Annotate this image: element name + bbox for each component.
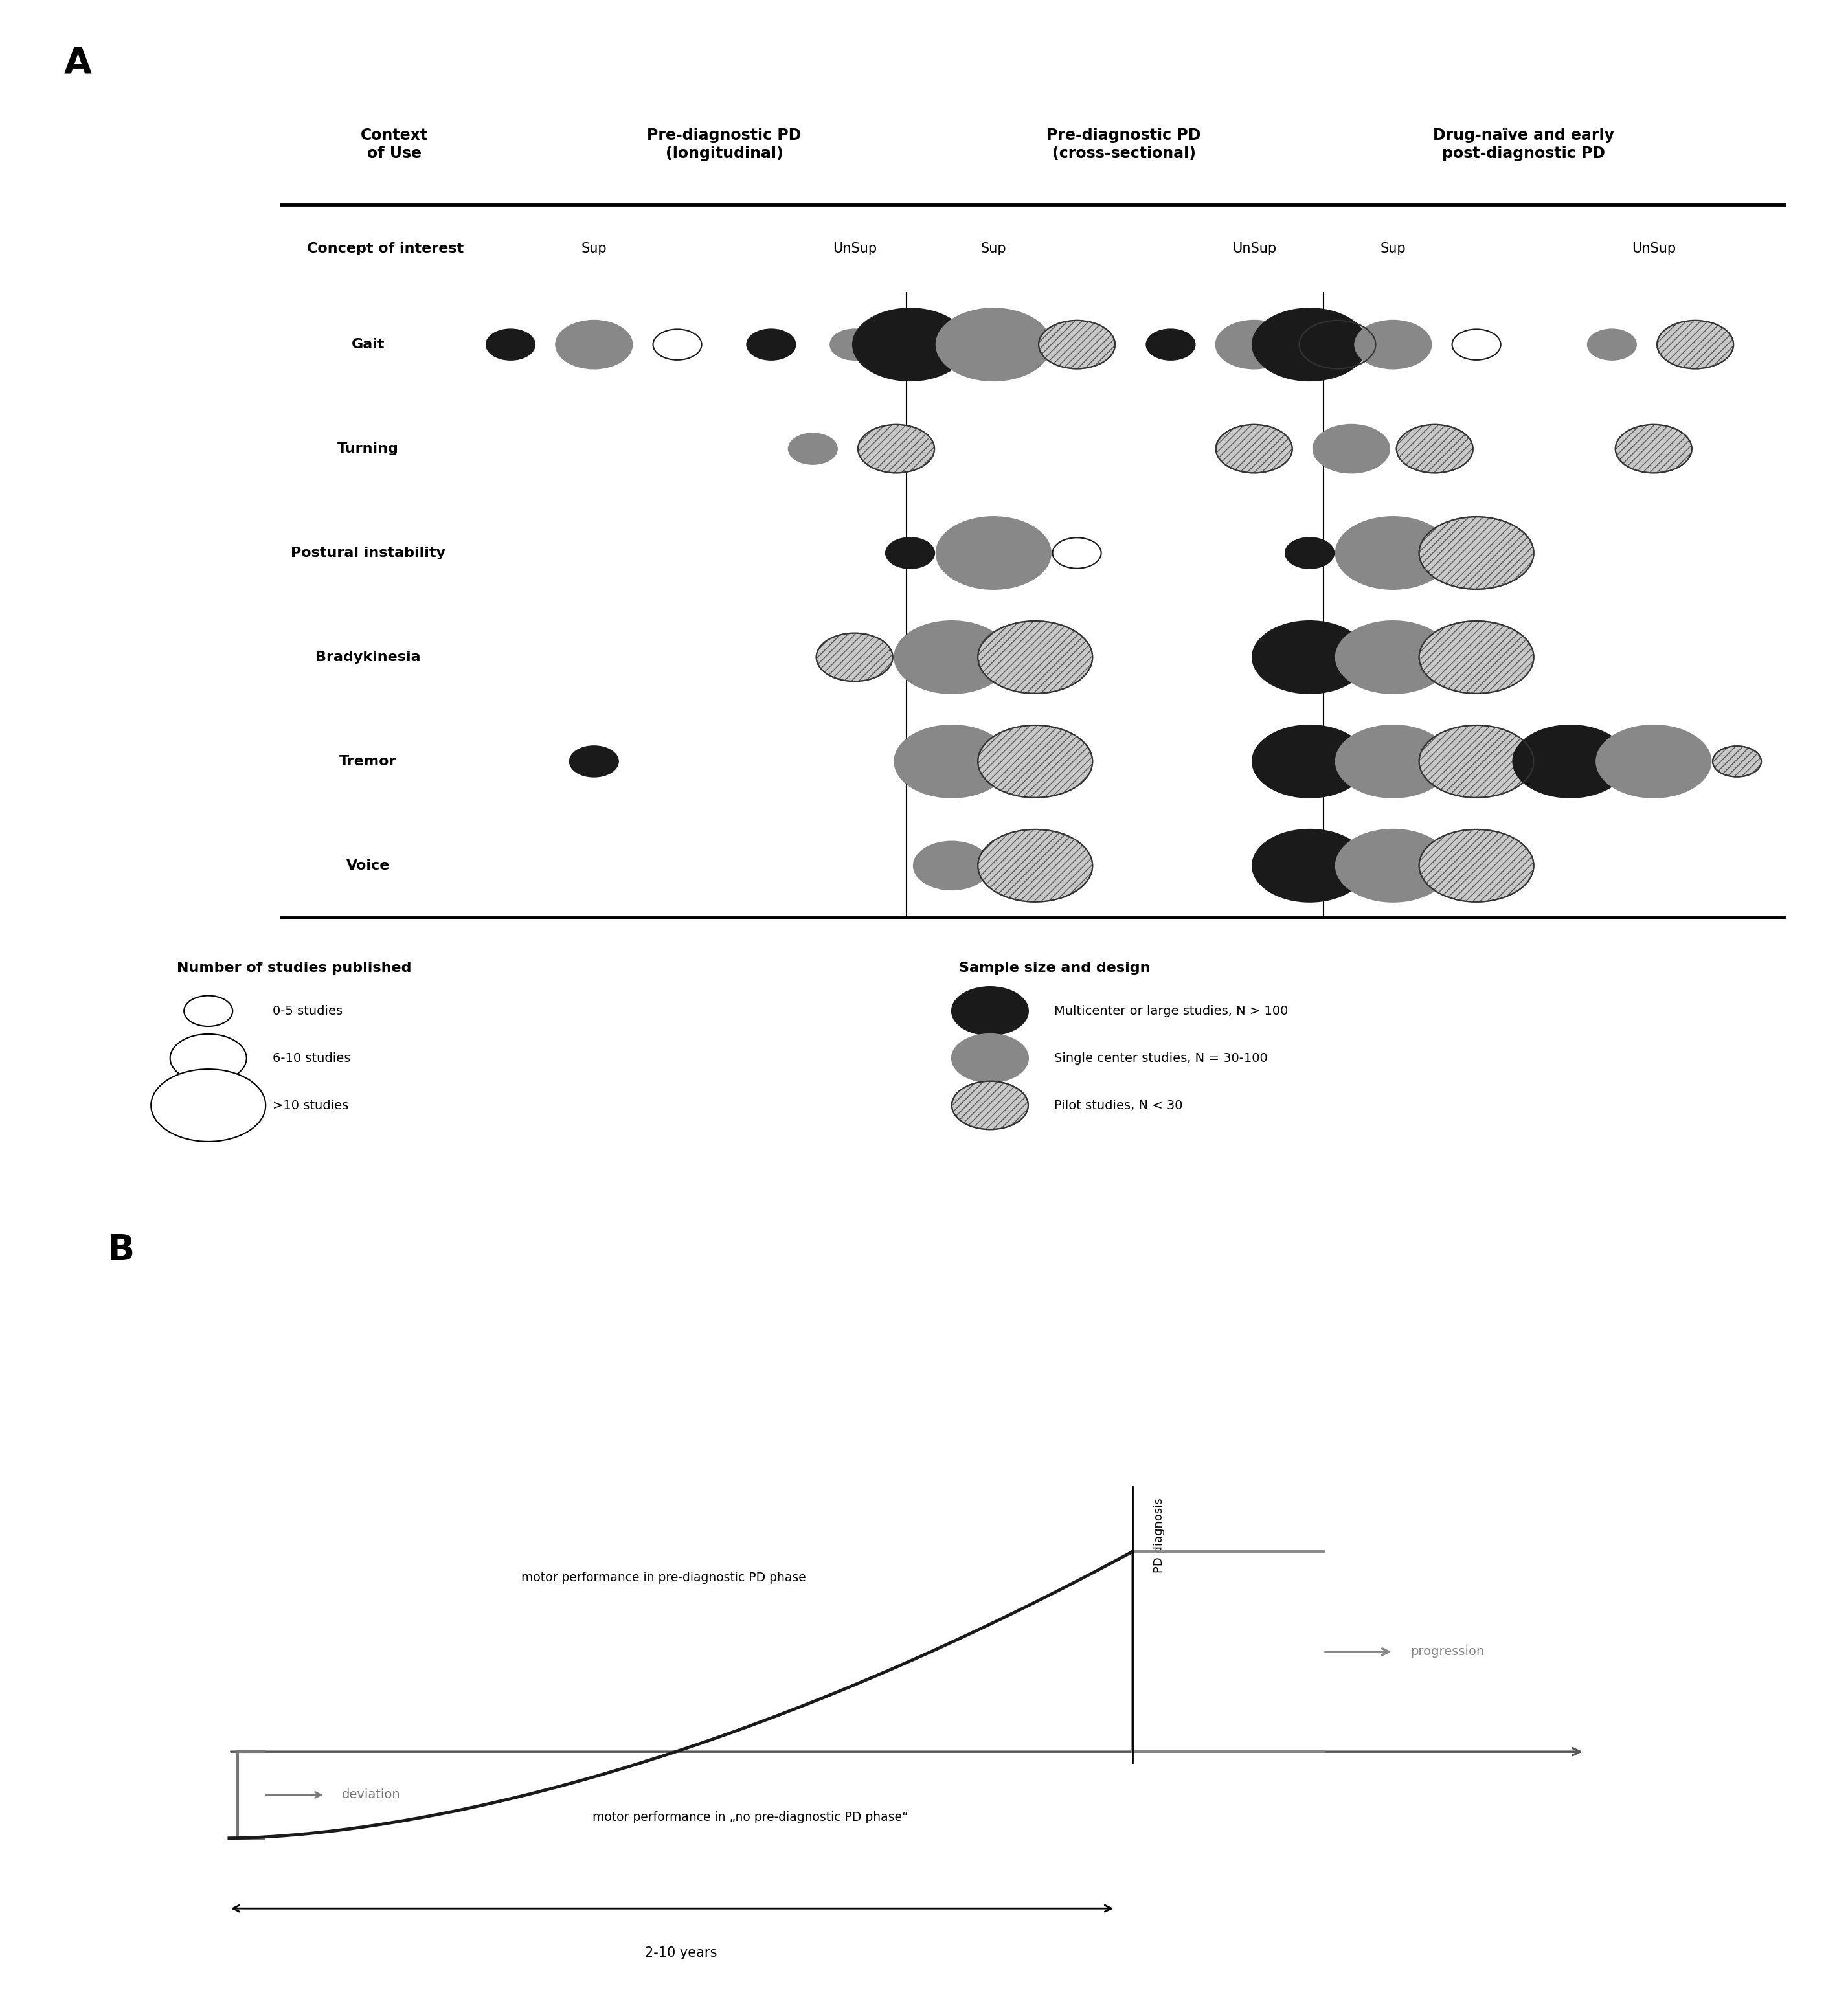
Circle shape: [1597, 725, 1711, 797]
Text: motor performance in „no pre-diagnostic PD phase“: motor performance in „no pre-diagnostic …: [593, 1811, 907, 1823]
Circle shape: [486, 329, 534, 359]
Circle shape: [978, 620, 1092, 693]
Circle shape: [1355, 321, 1430, 369]
Text: Single center studies, N = 30-100: Single center studies, N = 30-100: [1053, 1052, 1268, 1064]
Circle shape: [937, 516, 1052, 588]
Text: Sup: Sup: [981, 243, 1007, 255]
Circle shape: [857, 424, 935, 474]
Circle shape: [937, 309, 1052, 382]
Circle shape: [1336, 516, 1451, 588]
Circle shape: [894, 725, 1009, 797]
Circle shape: [978, 829, 1092, 902]
Circle shape: [1514, 725, 1628, 797]
Text: Sup: Sup: [1380, 243, 1406, 255]
Text: Pre-diagnostic PD
(cross-sectional): Pre-diagnostic PD (cross-sectional): [1046, 129, 1201, 161]
Text: UnSup: UnSup: [832, 243, 876, 255]
Circle shape: [952, 986, 1027, 1036]
Circle shape: [1299, 321, 1375, 369]
Circle shape: [1253, 829, 1368, 902]
Circle shape: [1216, 321, 1292, 369]
Circle shape: [152, 1068, 266, 1141]
Circle shape: [1253, 725, 1368, 797]
Circle shape: [1419, 620, 1534, 693]
Circle shape: [1453, 329, 1501, 359]
Circle shape: [817, 633, 893, 681]
Circle shape: [1336, 725, 1451, 797]
Circle shape: [569, 747, 619, 777]
Text: Pre-diagnostic PD
(longitudinal): Pre-diagnostic PD (longitudinal): [647, 129, 802, 161]
Text: Turning: Turning: [338, 442, 399, 456]
Text: Context
of Use: Context of Use: [360, 129, 429, 161]
Circle shape: [978, 725, 1092, 797]
Text: >10 studies: >10 studies: [274, 1098, 349, 1112]
Circle shape: [170, 1034, 246, 1082]
Circle shape: [852, 309, 968, 382]
Text: Sup: Sup: [580, 243, 606, 255]
Text: PD diagnosis: PD diagnosis: [1153, 1498, 1164, 1572]
Circle shape: [1615, 424, 1691, 474]
Text: progression: progression: [1410, 1647, 1484, 1659]
Circle shape: [1286, 538, 1334, 568]
Circle shape: [952, 1034, 1027, 1082]
Text: Postural instability: Postural instability: [290, 546, 445, 560]
Text: Gait: Gait: [351, 337, 384, 351]
Circle shape: [1419, 725, 1534, 797]
Text: Number of studies published: Number of studies published: [177, 962, 412, 974]
Text: UnSup: UnSup: [1233, 243, 1277, 255]
Text: UnSup: UnSup: [1632, 243, 1676, 255]
Circle shape: [885, 538, 935, 568]
Circle shape: [1713, 747, 1761, 777]
Circle shape: [1053, 538, 1101, 568]
Circle shape: [952, 1080, 1027, 1128]
Circle shape: [913, 329, 963, 359]
Circle shape: [1587, 329, 1635, 359]
Text: 6-10 studies: 6-10 studies: [274, 1052, 351, 1064]
Circle shape: [185, 996, 233, 1026]
Text: Multicenter or large studies, N > 100: Multicenter or large studies, N > 100: [1053, 1004, 1288, 1018]
Circle shape: [1314, 424, 1390, 474]
Text: Tremor: Tremor: [340, 755, 397, 767]
Circle shape: [1253, 309, 1368, 382]
Text: Concept of interest: Concept of interest: [307, 243, 464, 255]
Text: Voice: Voice: [346, 859, 390, 871]
Circle shape: [1658, 321, 1733, 369]
Circle shape: [789, 434, 837, 464]
Text: deviation: deviation: [342, 1789, 401, 1801]
Circle shape: [1216, 424, 1292, 474]
Circle shape: [652, 329, 702, 359]
Circle shape: [894, 620, 1009, 693]
Text: 0-5 studies: 0-5 studies: [274, 1004, 342, 1018]
Circle shape: [1146, 329, 1196, 359]
Circle shape: [1419, 516, 1534, 588]
Circle shape: [1397, 424, 1473, 474]
Circle shape: [556, 321, 632, 369]
Text: Bradykinesia: Bradykinesia: [316, 651, 421, 665]
Circle shape: [1039, 321, 1114, 369]
Circle shape: [1419, 829, 1534, 902]
Circle shape: [913, 841, 991, 890]
Text: B: B: [107, 1233, 135, 1267]
Circle shape: [1336, 620, 1451, 693]
Circle shape: [1336, 829, 1451, 902]
Text: A: A: [65, 46, 92, 80]
Text: 2-10 years: 2-10 years: [645, 1946, 717, 1960]
Text: motor performance in pre-diagnostic PD phase: motor performance in pre-diagnostic PD p…: [521, 1572, 806, 1584]
Circle shape: [747, 329, 795, 359]
Circle shape: [830, 329, 880, 359]
Text: Pilot studies, N < 30: Pilot studies, N < 30: [1053, 1098, 1183, 1112]
Text: Sample size and design: Sample size and design: [959, 962, 1149, 974]
Circle shape: [1253, 620, 1368, 693]
Text: Drug-naïve and early
post-diagnostic PD: Drug-naïve and early post-diagnostic PD: [1432, 129, 1613, 161]
